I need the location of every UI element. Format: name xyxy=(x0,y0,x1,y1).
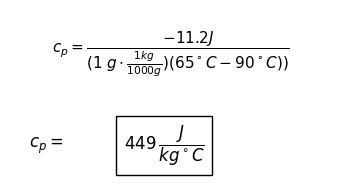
Text: $c_p = \dfrac{-11.2J}{(1\;g \cdot \frac{1kg}{1000g})(65^\circ C - 90^\circ C))}$: $c_p = \dfrac{-11.2J}{(1\;g \cdot \frac{… xyxy=(52,29,290,79)
Text: $c_p =$: $c_p =$ xyxy=(29,136,64,156)
Text: $449\,\dfrac{J}{kg{^\circ}C}$: $449\,\dfrac{J}{kg{^\circ}C}$ xyxy=(124,124,205,168)
